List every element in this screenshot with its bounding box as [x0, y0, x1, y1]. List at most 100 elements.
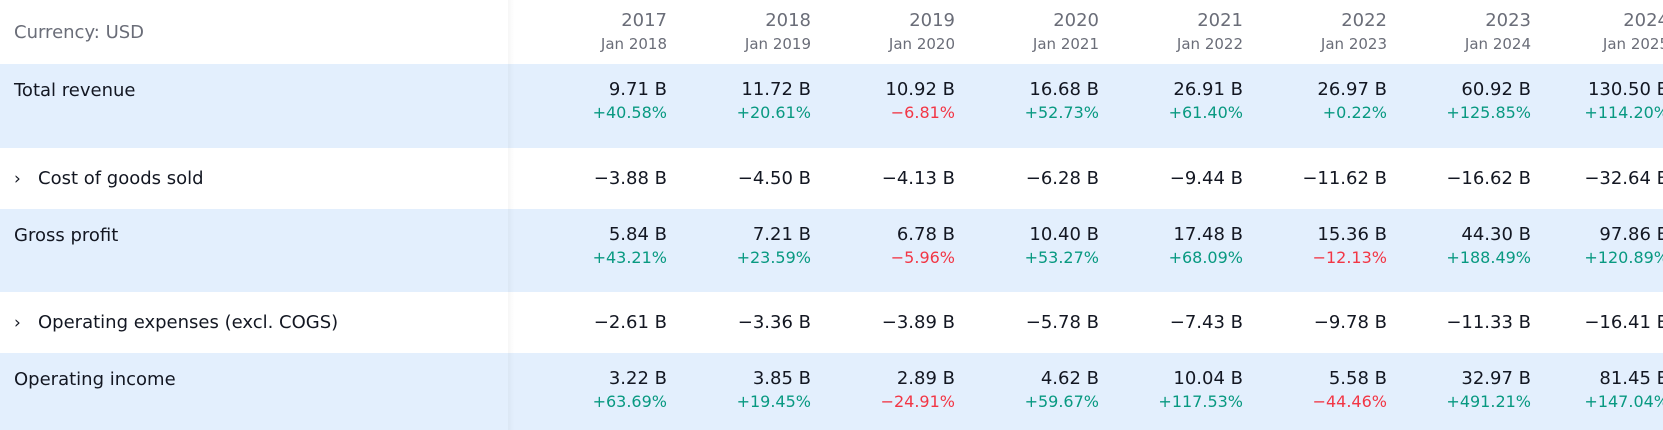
column-year: 2022	[1341, 10, 1387, 31]
row-value: −32.64 B	[1584, 167, 1663, 189]
row-label: Operating income	[14, 369, 176, 390]
row-value: −9.78 B	[1313, 311, 1387, 333]
row-label: Total revenue	[14, 80, 136, 101]
table-row-operating-expenses[interactable]: › Operating expenses (excl. COGS) −2.61 B…	[0, 292, 1663, 353]
value-cell: −16.62 B	[1404, 148, 1548, 209]
value-cell: −4.13 B	[828, 148, 972, 209]
row-value: 32.97 B	[1461, 368, 1531, 389]
row-label-cell[interactable]: › Cost of goods sold	[0, 148, 540, 209]
value-cell: 10.04 B +117.53%	[1116, 353, 1260, 430]
row-label-cell[interactable]: › Operating expenses (excl. COGS)	[0, 292, 540, 353]
row-value: 9.71 B	[608, 79, 667, 100]
row-value: −11.62 B	[1302, 167, 1387, 189]
row-value: 6.78 B	[896, 224, 955, 245]
value-cell: 97.86 B +120.89%	[1548, 209, 1663, 292]
row-value: 26.91 B	[1173, 79, 1243, 100]
yoy-change: −5.96%	[890, 248, 955, 267]
row-value: 10.40 B	[1029, 224, 1099, 245]
column-year: 2017	[621, 10, 667, 31]
chevron-right-icon[interactable]: ›	[14, 168, 21, 189]
row-value: 7.21 B	[752, 224, 811, 245]
value-cell: 16.68 B +52.73%	[972, 64, 1116, 148]
value-cell: −9.44 B	[1116, 148, 1260, 209]
value-cell: −9.78 B	[1260, 292, 1404, 353]
row-value: −4.13 B	[881, 167, 955, 189]
column-year: 2019	[909, 10, 955, 31]
row-value: 97.86 B	[1599, 224, 1663, 245]
value-cell: 44.30 B +188.49%	[1404, 209, 1548, 292]
row-value: −2.61 B	[593, 311, 667, 333]
currency-label: Currency: USD	[14, 21, 145, 43]
row-value: 11.72 B	[741, 79, 811, 100]
value-cell: 60.92 B +125.85%	[1404, 64, 1548, 148]
yoy-change: +20.61%	[736, 103, 811, 122]
row-value: −3.88 B	[593, 167, 667, 189]
value-cell: 15.36 B −12.13%	[1260, 209, 1404, 292]
row-value: 81.45 B	[1599, 368, 1663, 389]
yoy-change: +491.21%	[1446, 392, 1531, 411]
column-header: 2018 Jan 2019	[684, 0, 828, 64]
row-label: Operating expenses (excl. COGS)	[38, 312, 339, 333]
value-cell: −11.62 B	[1260, 148, 1404, 209]
row-value: −16.62 B	[1446, 167, 1531, 189]
row-value: −9.44 B	[1169, 167, 1243, 189]
row-value: −3.89 B	[881, 311, 955, 333]
yoy-change: +188.49%	[1446, 248, 1531, 267]
row-value: −16.41 B	[1584, 311, 1663, 333]
table-row-cost-of-goods-sold[interactable]: › Cost of goods sold −3.88 B −4.50 B −4.1…	[0, 148, 1663, 209]
column-header: 2024 Jan 2025	[1548, 0, 1663, 64]
column-header: 2023 Jan 2024	[1404, 0, 1548, 64]
column-year: 2020	[1053, 10, 1099, 31]
value-cell: −3.88 B	[540, 148, 684, 209]
row-value: 2.89 B	[896, 368, 955, 389]
row-value: −3.36 B	[737, 311, 811, 333]
value-cell: 7.21 B +23.59%	[684, 209, 828, 292]
yoy-change: +40.58%	[592, 103, 667, 122]
yoy-change: +63.69%	[592, 392, 667, 411]
column-period: Jan 2024	[1464, 35, 1531, 53]
value-cell: 130.50 B +114.20%	[1548, 64, 1663, 148]
table-row-total-revenue: Total revenue 9.71 B +40.58% 11.72 B +20.6…	[0, 64, 1663, 148]
column-year: 2018	[765, 10, 811, 31]
column-period: Jan 2022	[1176, 35, 1243, 53]
yoy-change: +43.21%	[592, 248, 667, 267]
value-cell: 3.22 B +63.69%	[540, 353, 684, 430]
table-header: Currency: USD 2017 Jan 2018 2018 Jan 2019 …	[0, 0, 1663, 64]
yoy-change: +0.22%	[1322, 103, 1387, 122]
column-header: 2022 Jan 2023	[1260, 0, 1404, 64]
value-cell: 26.91 B +61.40%	[1116, 64, 1260, 148]
value-cell: 81.45 B +147.04%	[1548, 353, 1663, 430]
value-cell: 4.62 B +59.67%	[972, 353, 1116, 430]
column-period: Jan 2020	[888, 35, 955, 53]
value-cell: 10.40 B +53.27%	[972, 209, 1116, 292]
yoy-change: +117.53%	[1158, 392, 1243, 411]
value-cell: −3.89 B	[828, 292, 972, 353]
value-cell: −3.36 B	[684, 292, 828, 353]
yoy-change: −24.91%	[880, 392, 955, 411]
yoy-change: +23.59%	[736, 248, 811, 267]
value-cell: −5.78 B	[972, 292, 1116, 353]
row-value: 5.58 B	[1328, 368, 1387, 389]
row-value: 3.22 B	[608, 368, 667, 389]
yoy-change: +52.73%	[1024, 103, 1099, 122]
value-cell: 11.72 B +20.61%	[684, 64, 828, 148]
row-value: 10.04 B	[1173, 368, 1243, 389]
value-cell: −32.64 B	[1548, 148, 1663, 209]
row-value: 26.97 B	[1317, 79, 1387, 100]
yoy-change: +147.04%	[1584, 392, 1663, 411]
row-value: 4.62 B	[1040, 368, 1099, 389]
column-header: 2020 Jan 2021	[972, 0, 1116, 64]
value-cell: 10.92 B −6.81%	[828, 64, 972, 148]
yoy-change: +114.20%	[1584, 103, 1663, 122]
row-value: 60.92 B	[1461, 79, 1531, 100]
column-header: 2017 Jan 2018	[540, 0, 684, 64]
column-period: Jan 2023	[1320, 35, 1387, 53]
yoy-change: +59.67%	[1024, 392, 1099, 411]
row-label: Gross profit	[14, 225, 119, 246]
yoy-change: −12.13%	[1312, 248, 1387, 267]
table-row-operating-income: Operating income 3.22 B +63.69% 3.85 B +19…	[0, 353, 1663, 430]
column-period: Jan 2025	[1602, 35, 1663, 53]
table-row-gross-profit: Gross profit 5.84 B +43.21% 7.21 B +23.59%…	[0, 209, 1663, 292]
chevron-right-icon[interactable]: ›	[14, 312, 21, 333]
